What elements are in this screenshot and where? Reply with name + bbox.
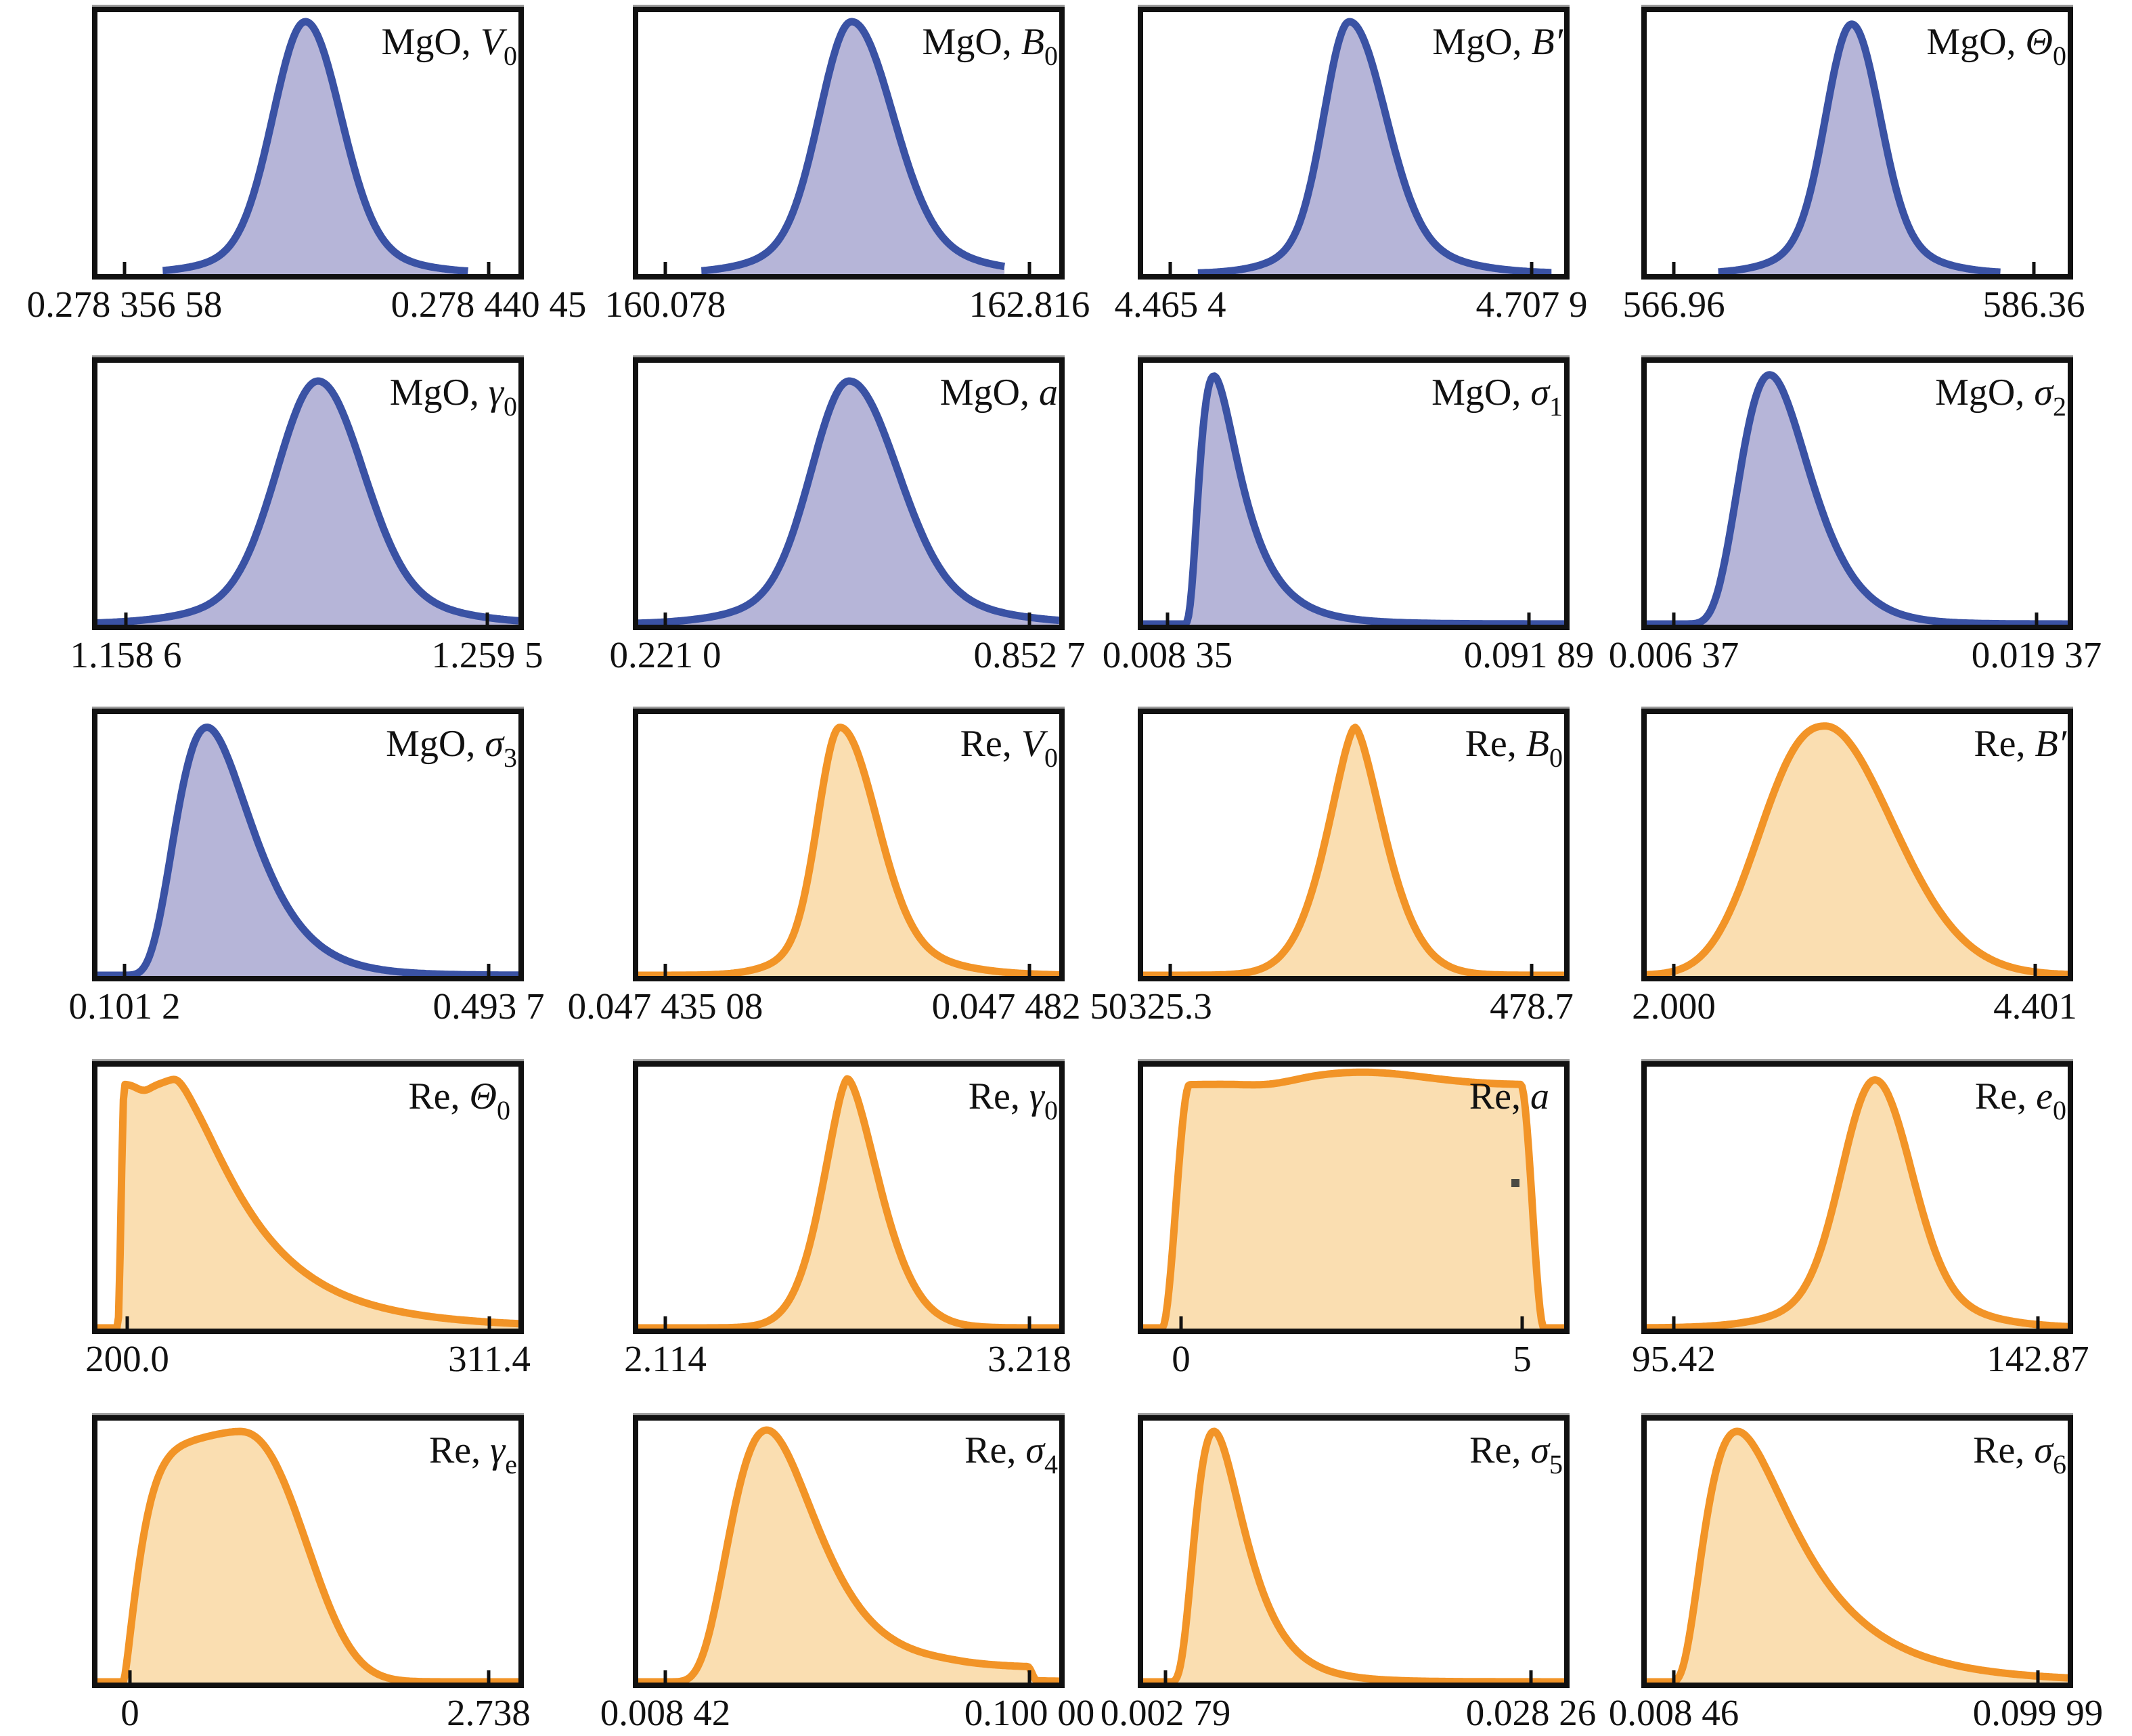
svg-text:5: 5 (1513, 1338, 1532, 1379)
svg-text:Re, γe: Re, γe (429, 1429, 517, 1479)
svg-text:0.008 35: 0.008 35 (1103, 634, 1233, 675)
svg-text:200.0: 200.0 (85, 1338, 169, 1379)
svg-text:MgO, Θ0: MgO, Θ0 (1926, 21, 2066, 71)
svg-text:0.008 46: 0.008 46 (1609, 1692, 1739, 1733)
svg-text:0.852 7: 0.852 7 (974, 634, 1086, 675)
svg-text:0.493 7: 0.493 7 (433, 985, 545, 1027)
svg-text:Re, a: Re, a (1469, 1075, 1549, 1117)
svg-text:311.4: 311.4 (448, 1338, 531, 1379)
svg-text:Re, Θ0: Re, Θ0 (408, 1075, 510, 1126)
svg-text:0.100 00: 0.100 00 (964, 1692, 1095, 1733)
svg-text:586.36: 586.36 (1982, 284, 2085, 325)
svg-text:0.278 440 45: 0.278 440 45 (391, 284, 587, 325)
svg-text:0.278 356 58: 0.278 356 58 (27, 284, 223, 325)
svg-text:0.006 37: 0.006 37 (1609, 634, 1739, 675)
svg-text:Re, V0: Re, V0 (960, 723, 1058, 773)
svg-text:1.259 5: 1.259 5 (432, 634, 543, 675)
svg-text:160.078: 160.078 (605, 284, 726, 325)
svg-text:MgO, σ1: MgO, σ1 (1431, 372, 1563, 422)
svg-text:2.114: 2.114 (624, 1338, 707, 1379)
svg-text:Re, γ0: Re, γ0 (969, 1075, 1058, 1126)
svg-text:0.101 2: 0.101 2 (69, 985, 181, 1027)
svg-text:Re, σ4: Re, σ4 (964, 1429, 1058, 1479)
svg-text:MgO, γ0: MgO, γ0 (390, 372, 517, 422)
svg-text:0: 0 (1172, 1338, 1191, 1379)
svg-text:0.091 89: 0.091 89 (1464, 634, 1595, 675)
svg-text:0.047 482 50: 0.047 482 50 (932, 985, 1128, 1027)
svg-text:MgO, σ2: MgO, σ2 (1935, 372, 2066, 422)
svg-text:142.87: 142.87 (1986, 1338, 2089, 1379)
svg-text:1.158 6: 1.158 6 (70, 634, 182, 675)
svg-text:325.3: 325.3 (1128, 985, 1212, 1027)
svg-text:MgO, a: MgO, a (940, 372, 1058, 414)
svg-text:MgO, σ3: MgO, σ3 (386, 723, 517, 773)
svg-text:4.465 4: 4.465 4 (1115, 284, 1226, 325)
svg-text:Re, B0: Re, B0 (1465, 723, 1563, 773)
svg-text:0.002 79: 0.002 79 (1101, 1692, 1231, 1733)
svg-text:0: 0 (120, 1692, 139, 1733)
svg-text:162.816: 162.816 (969, 284, 1090, 325)
svg-text:0.028 26: 0.028 26 (1466, 1692, 1597, 1733)
svg-text:0.047 435 08: 0.047 435 08 (568, 985, 763, 1027)
svg-text:0.008 42: 0.008 42 (600, 1692, 731, 1733)
svg-text:478.7: 478.7 (1490, 985, 1574, 1027)
svg-text:Re, e0: Re, e0 (1975, 1075, 2066, 1126)
svg-text:566.96: 566.96 (1622, 284, 1725, 325)
svg-text:4.707 9: 4.707 9 (1476, 284, 1588, 325)
svg-text:0.099 99: 0.099 99 (1973, 1692, 2104, 1733)
svg-text:Re, σ6: Re, σ6 (1973, 1429, 2066, 1479)
svg-text:4.401: 4.401 (1993, 985, 2077, 1027)
svg-text:MgO, B′: MgO, B′ (1432, 21, 1563, 63)
svg-text:2.738: 2.738 (447, 1692, 531, 1733)
svg-text:Re, σ5: Re, σ5 (1469, 1429, 1563, 1479)
svg-text:MgO, B0: MgO, B0 (923, 21, 1058, 71)
svg-text:0.019 37: 0.019 37 (1972, 634, 2102, 675)
svg-text:0.221 0: 0.221 0 (610, 634, 721, 675)
svg-text:95.42: 95.42 (1632, 1338, 1716, 1379)
svg-text:2.000: 2.000 (1632, 985, 1716, 1027)
svg-text:MgO, V0: MgO, V0 (382, 21, 517, 71)
svg-text:Re, B′: Re, B′ (1974, 723, 2066, 765)
svg-text:3.218: 3.218 (987, 1338, 1071, 1379)
